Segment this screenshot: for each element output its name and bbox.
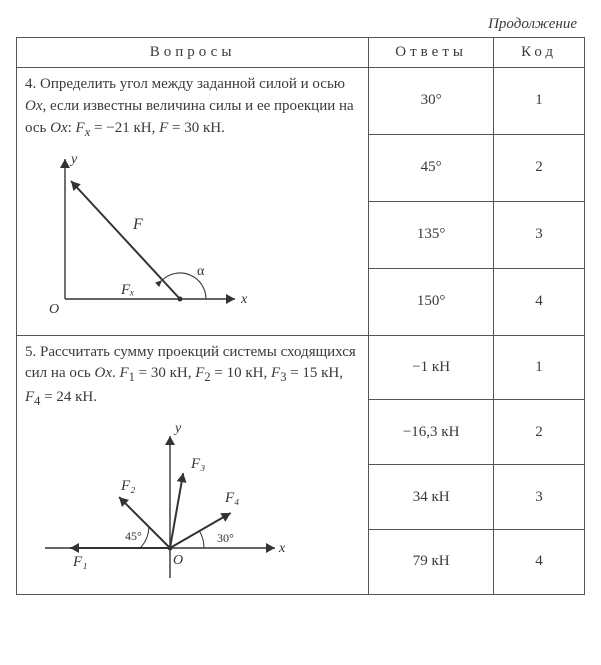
svg-text:O: O — [49, 302, 59, 317]
q4-answer-3: 135° — [369, 201, 494, 268]
header-code: Код — [494, 38, 585, 68]
q5-code-3: 3 — [494, 465, 585, 530]
continuation-label: Продолжение — [16, 16, 577, 33]
q5-answer-1: −1 кН — [369, 335, 494, 400]
svg-text:O: O — [173, 553, 183, 568]
q5-answer-4: 79 кН — [369, 529, 494, 594]
svg-text:x: x — [240, 292, 248, 307]
q4-code-4: 4 — [494, 268, 585, 335]
question-5-figure: x y O F₁ F₂ 45° F₃ F₄ 30° — [25, 418, 360, 588]
svg-text:F₁: F₁ — [72, 554, 87, 570]
svg-text:F₂: F₂ — [120, 478, 135, 494]
svg-text:y: y — [173, 421, 182, 436]
header-questions: Вопросы — [17, 38, 369, 68]
question-4-figure: x y O F Fₓ α — [25, 149, 360, 329]
svg-text:α: α — [197, 264, 205, 279]
q5-answer-2: −16,3 кН — [369, 400, 494, 465]
question-5-text: 5. Рассчитать сумму проекций системы схо… — [25, 342, 360, 410]
question-4-cell: 4. Определить угол между заданной силой … — [17, 68, 369, 336]
qa-table: Вопросы Ответы Код 4. Определить угол ме… — [16, 37, 585, 595]
q4-answer-2: 45° — [369, 134, 494, 201]
q4-code-3: 3 — [494, 201, 585, 268]
q5-answer-3: 34 кН — [369, 465, 494, 530]
q4-code-1: 1 — [494, 68, 585, 135]
svg-text:F: F — [132, 216, 143, 233]
question-4-text: 4. Определить угол между заданной силой … — [25, 74, 360, 141]
svg-text:F₃: F₃ — [190, 456, 205, 472]
q4-code-2: 2 — [494, 134, 585, 201]
svg-text:F₄: F₄ — [224, 490, 239, 506]
svg-text:Fₓ: Fₓ — [120, 282, 134, 298]
header-answers: Ответы — [369, 38, 494, 68]
svg-text:45°: 45° — [125, 529, 142, 543]
q5-code-4: 4 — [494, 529, 585, 594]
q4-answer-4: 150° — [369, 268, 494, 335]
q5-code-1: 1 — [494, 335, 585, 400]
q4-answer-1: 30° — [369, 68, 494, 135]
svg-text:x: x — [278, 541, 285, 556]
q5-code-2: 2 — [494, 400, 585, 465]
svg-text:30°: 30° — [217, 531, 234, 545]
svg-text:y: y — [69, 152, 78, 167]
question-5-cell: 5. Рассчитать сумму проекций системы схо… — [17, 335, 369, 594]
